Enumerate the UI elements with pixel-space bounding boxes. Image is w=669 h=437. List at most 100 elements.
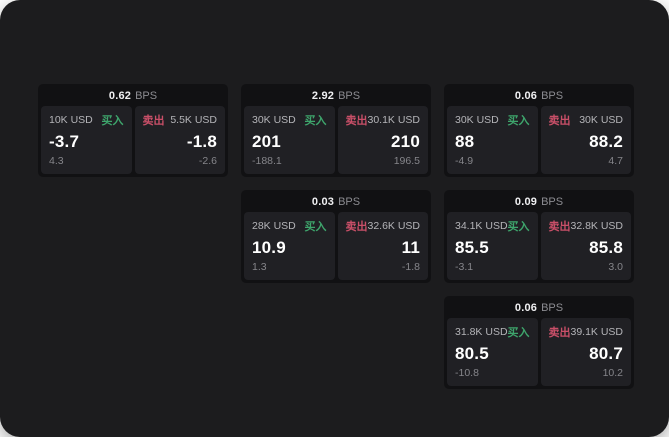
buy-delta: -10.8 [455,367,479,379]
sell-button[interactable]: 卖出 [548,115,571,127]
buy-quote-panel[interactable]: 28K USD 买入 10.9 1.3 [244,212,335,280]
buy-button[interactable]: 买入 [304,115,327,127]
sell-amount-label: 30K USD [579,114,623,126]
sell-panel-top: 卖出 5.5K USD [143,112,218,128]
sell-quote-panel[interactable]: 卖出 32.8K USD 85.8 3.0 [540,212,631,280]
sell-amount-label: 30.1K USD [367,114,421,126]
bps-header: 0.03 BPS [241,190,431,212]
buy-panel-top: 10K USD 买入 [49,112,124,128]
buy-price: 80.5 [455,343,489,363]
buy-quote-panel[interactable]: 10K USD 买入 -3.7 4.3 [41,106,132,174]
buy-delta: -3.1 [455,261,474,273]
buy-panel-top: 34.1K USD 买入 [455,218,530,234]
quote-card: 0.06 BPS 31.8K USD 买入 80.5 -10.8 卖出 39.1… [444,296,634,389]
buy-amount-label: 30K USD [455,114,499,126]
quote-panels: 30K USD 买入 201 -188.1 卖出 30.1K USD 210 1… [241,106,431,177]
sell-price: 210 [391,131,420,151]
sell-delta: 10.2 [602,367,623,379]
buy-price: 85.5 [455,237,489,257]
sell-button[interactable]: 卖出 [548,221,571,233]
bps-header: 2.92 BPS [241,84,431,106]
bps-value: 0.62 [108,90,132,102]
sell-quote-panel[interactable]: 卖出 5.5K USD -1.8 -2.6 [134,106,225,174]
sell-price: 88.2 [589,131,623,151]
sell-button[interactable]: 卖出 [142,115,165,127]
sell-amount-label: 5.5K USD [170,114,217,126]
buy-button[interactable]: 买入 [507,327,530,339]
buy-amount-label: 34.1K USD [455,220,508,232]
quote-grid: 0.62 BPS 10K USD 买入 -3.7 4.3 卖出 5.5K USD… [38,84,634,389]
sell-price: 11 [401,237,420,257]
buy-button[interactable]: 买入 [507,115,530,127]
quote-panels: 28K USD 买入 10.9 1.3 卖出 32.6K USD 11 -1.8 [241,212,431,283]
sell-price: 85.8 [589,237,623,257]
buy-price: 10.9 [252,237,286,257]
sell-price: 80.7 [589,343,623,363]
sell-panel-top: 卖出 30.1K USD [346,112,421,128]
bps-value: 0.06 [514,90,538,102]
buy-price: 88 [455,131,475,151]
quote-card: 2.92 BPS 30K USD 买入 201 -188.1 卖出 30.1K … [241,84,431,177]
buy-button[interactable]: 买入 [101,115,124,127]
sell-button[interactable]: 卖出 [345,221,368,233]
sell-delta: 3.0 [608,261,623,273]
sell-button[interactable]: 卖出 [345,115,368,127]
sell-amount-label: 32.6K USD [367,220,421,232]
quote-card: 0.09 BPS 34.1K USD 买入 85.5 -3.1 卖出 32.8K… [444,190,634,283]
quote-panels: 34.1K USD 买入 85.5 -3.1 卖出 32.8K USD 85.8… [444,212,634,283]
bps-unit: BPS [541,302,564,314]
quote-panels: 31.8K USD 买入 80.5 -10.8 卖出 39.1K USD 80.… [444,318,634,389]
buy-amount-label: 10K USD [49,114,93,126]
buy-quote-panel[interactable]: 34.1K USD 买入 85.5 -3.1 [447,212,538,280]
bps-header: 0.06 BPS [444,296,634,318]
buy-amount-label: 31.8K USD [455,326,508,338]
sell-amount-label: 32.8K USD [570,220,624,232]
bps-unit: BPS [541,90,564,102]
bps-unit: BPS [338,90,361,102]
bps-unit: BPS [135,90,158,102]
buy-amount-label: 28K USD [252,220,296,232]
sell-button[interactable]: 卖出 [548,327,571,339]
sell-delta: -1.8 [401,261,420,273]
bps-unit: BPS [338,196,361,208]
quote-card: 0.06 BPS 30K USD 买入 88 -4.9 卖出 30K USD 8… [444,84,634,177]
quote-panels: 10K USD 买入 -3.7 4.3 卖出 5.5K USD -1.8 -2.… [38,106,228,177]
sell-delta: -2.6 [198,155,217,167]
sell-panel-top: 卖出 32.6K USD [346,218,421,234]
bps-header: 0.06 BPS [444,84,634,106]
buy-panel-top: 28K USD 买入 [252,218,327,234]
buy-quote-panel[interactable]: 31.8K USD 买入 80.5 -10.8 [447,318,538,386]
sell-quote-panel[interactable]: 卖出 30K USD 88.2 4.7 [540,106,631,174]
buy-price: 201 [252,131,281,151]
quote-card: 0.03 BPS 28K USD 买入 10.9 1.3 卖出 32.6K US… [241,190,431,283]
buy-delta: 1.3 [252,261,267,273]
bps-value: 0.06 [514,302,538,314]
buy-panel-top: 30K USD 买入 [455,112,530,128]
sell-quote-panel[interactable]: 卖出 30.1K USD 210 196.5 [337,106,428,174]
buy-delta: -4.9 [455,155,474,167]
quote-panels: 30K USD 买入 88 -4.9 卖出 30K USD 88.2 4.7 [444,106,634,177]
sell-panel-top: 卖出 32.8K USD [549,218,624,234]
sell-price: -1.8 [186,131,217,151]
buy-amount-label: 30K USD [252,114,296,126]
bps-value: 2.92 [311,90,335,102]
bps-header: 0.09 BPS [444,190,634,212]
bps-unit: BPS [541,196,564,208]
bps-header: 0.62 BPS [38,84,228,106]
buy-quote-panel[interactable]: 30K USD 买入 201 -188.1 [244,106,335,174]
buy-quote-panel[interactable]: 30K USD 买入 88 -4.9 [447,106,538,174]
sell-quote-panel[interactable]: 卖出 32.6K USD 11 -1.8 [337,212,428,280]
sell-delta: 196.5 [393,155,420,167]
sell-panel-top: 卖出 39.1K USD [549,324,624,340]
bps-value: 0.09 [514,196,538,208]
buy-price: -3.7 [49,131,80,151]
sell-amount-label: 39.1K USD [570,326,624,338]
buy-button[interactable]: 买入 [507,221,530,233]
quote-card: 0.62 BPS 10K USD 买入 -3.7 4.3 卖出 5.5K USD… [38,84,228,177]
sell-quote-panel[interactable]: 卖出 39.1K USD 80.7 10.2 [540,318,631,386]
buy-panel-top: 31.8K USD 买入 [455,324,530,340]
buy-button[interactable]: 买入 [304,221,327,233]
buy-delta: -188.1 [252,155,282,167]
sell-delta: 4.7 [608,155,623,167]
